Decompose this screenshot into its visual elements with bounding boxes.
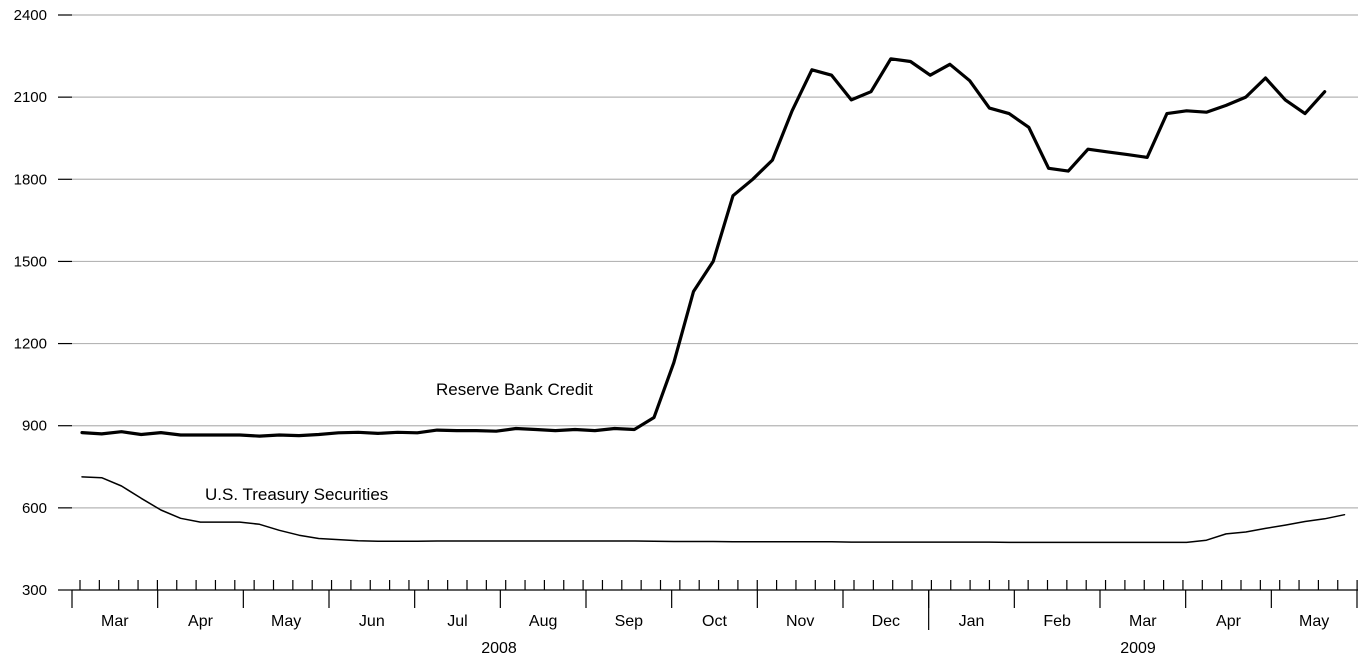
month-label: Mar bbox=[101, 613, 129, 630]
grid-lines bbox=[72, 14, 1358, 509]
year-label: 2008 bbox=[481, 640, 517, 657]
month-label: Feb bbox=[1043, 613, 1071, 630]
month-label: Jul bbox=[447, 613, 467, 630]
month-label: Jun bbox=[359, 613, 385, 630]
y-tick-label: 2100 bbox=[14, 89, 47, 106]
month-label: Mar bbox=[1129, 613, 1157, 630]
year-label: 2009 bbox=[1120, 640, 1156, 657]
y-tick-label: 600 bbox=[22, 500, 47, 517]
month-label: Apr bbox=[1216, 613, 1242, 630]
series-lines bbox=[80, 57, 1346, 544]
y-tick-label: 2400 bbox=[14, 7, 47, 24]
month-label: Jan bbox=[959, 613, 985, 630]
month-label: Apr bbox=[188, 613, 214, 630]
month-label: Nov bbox=[786, 613, 814, 630]
month-label: May bbox=[1299, 613, 1329, 630]
y-tick-label: 1800 bbox=[14, 171, 47, 188]
y-tick-label: 300 bbox=[22, 582, 47, 599]
y-axis: 300 600 900 1200 1500 1800 2100 2400 bbox=[14, 7, 72, 599]
annotation-us-treasury-securities: U.S. Treasury Securities bbox=[205, 485, 388, 504]
month-label: Sep bbox=[615, 613, 644, 630]
x-axis: Mar Apr May Jun Jul Aug Sep Oct Nov Dec Jan Feb Mar A… bbox=[71, 580, 1358, 657]
series-line-us-treasury-securities bbox=[81, 476, 1346, 544]
annotation-reserve-bank-credit: Reserve Bank Credit bbox=[436, 380, 593, 399]
month-label: Dec bbox=[872, 613, 900, 630]
month-label: Oct bbox=[702, 613, 727, 630]
y-tick-label: 1200 bbox=[14, 336, 47, 353]
series-line-reserve-bank-credit bbox=[80, 57, 1327, 438]
y-tick-label: 1500 bbox=[14, 253, 47, 270]
month-label: May bbox=[271, 613, 301, 630]
month-label: Aug bbox=[529, 613, 557, 630]
y-tick-label: 900 bbox=[22, 418, 47, 435]
